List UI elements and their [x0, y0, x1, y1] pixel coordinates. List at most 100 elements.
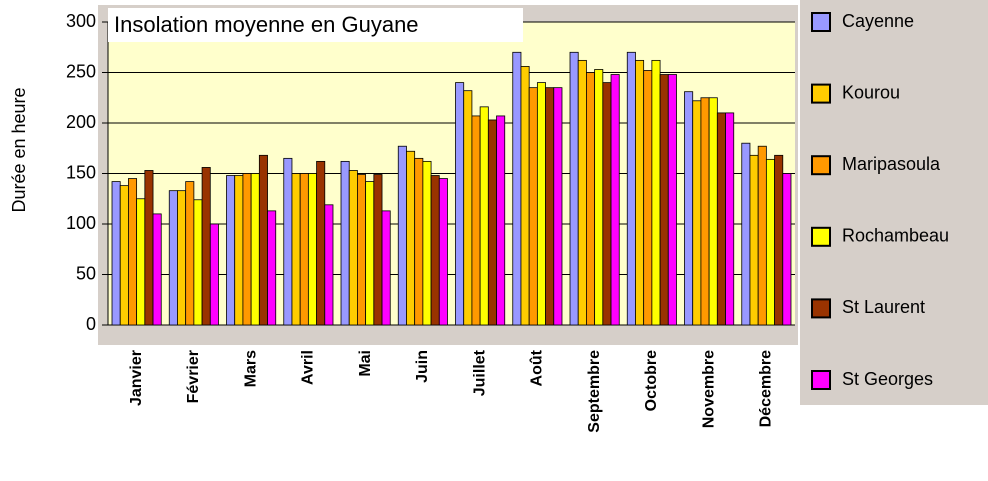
legend-swatch	[811, 12, 831, 32]
bar	[324, 204, 334, 326]
y-tick-label: 150	[66, 162, 96, 182]
bar	[152, 213, 162, 326]
bar	[512, 51, 522, 326]
bar	[226, 175, 236, 326]
bar	[406, 150, 416, 326]
x-tick-label: Mars	[242, 350, 259, 387]
bar	[316, 160, 326, 326]
x-tick-label: Décembre	[758, 350, 775, 427]
bar	[455, 82, 465, 326]
bar	[479, 106, 489, 326]
bar	[586, 72, 596, 326]
x-tick-label: Juillet	[471, 349, 488, 396]
bar	[136, 198, 146, 326]
legend-swatch	[811, 298, 831, 319]
legend-swatch	[811, 370, 831, 390]
bar	[177, 190, 187, 326]
bar	[716, 112, 726, 326]
bar	[725, 112, 735, 326]
legend-box	[800, 0, 988, 405]
bar	[422, 160, 432, 326]
bar	[610, 74, 620, 326]
bar	[496, 115, 506, 326]
legend-label: Rochambeau	[842, 226, 949, 246]
bar	[267, 210, 277, 326]
bar	[643, 70, 653, 326]
bar	[209, 223, 219, 326]
y-tick-label: 0	[86, 314, 96, 334]
bar	[692, 100, 702, 326]
bar	[299, 173, 309, 326]
bar	[765, 158, 775, 326]
bar	[708, 97, 718, 326]
bar	[757, 145, 767, 326]
bar	[684, 91, 694, 326]
x-tick-label: Septembre	[586, 350, 603, 433]
bar	[463, 90, 473, 326]
bar	[553, 87, 563, 326]
bar	[782, 173, 792, 326]
bar	[577, 59, 587, 326]
bar	[700, 97, 710, 326]
bar	[283, 157, 293, 326]
bar	[144, 170, 154, 326]
x-tick-label: Mai	[357, 350, 374, 377]
bar	[397, 145, 407, 326]
bar	[258, 154, 268, 326]
title-box	[108, 8, 523, 42]
bar	[471, 115, 481, 326]
y-axis-label: Durée en heure	[9, 87, 29, 212]
bar	[602, 82, 612, 326]
x-tick-label: Novembre	[700, 350, 717, 428]
bar	[119, 185, 129, 326]
x-tick-label: Janvier	[128, 350, 145, 406]
bar	[357, 174, 367, 326]
bar	[635, 59, 645, 326]
bar	[242, 173, 252, 326]
bar	[528, 87, 538, 326]
bar	[651, 59, 661, 326]
bar	[365, 181, 375, 326]
legend-label: Maripasoula	[842, 154, 941, 174]
bar	[438, 178, 448, 326]
x-tick-label: Février	[185, 350, 202, 403]
bar	[128, 178, 138, 326]
bar	[536, 82, 546, 326]
x-tick-label: Avril	[300, 350, 317, 385]
bar	[569, 51, 579, 326]
legend-label: Kourou	[842, 82, 900, 102]
y-tick-label: 250	[66, 61, 96, 81]
x-tick-label: Octobre	[643, 350, 660, 411]
bar	[626, 51, 636, 326]
x-tick-label: Août	[529, 349, 546, 386]
y-tick-label: 300	[66, 11, 96, 31]
bar	[291, 173, 301, 326]
bar	[659, 74, 669, 326]
legend-label: St Georges	[842, 369, 933, 389]
bar	[487, 119, 497, 326]
bar	[414, 157, 424, 326]
bar	[185, 181, 195, 326]
bar	[340, 160, 350, 326]
bar	[741, 142, 751, 326]
bar	[749, 154, 759, 326]
chart-title: Insolation moyenne en Guyane	[114, 12, 419, 37]
bar	[168, 190, 178, 326]
bar	[373, 174, 383, 326]
bar	[348, 170, 358, 326]
bar	[193, 199, 203, 326]
bar	[774, 154, 784, 326]
bar	[307, 173, 317, 326]
bar	[201, 167, 211, 326]
bar	[430, 175, 440, 326]
bar	[520, 66, 530, 326]
bar	[381, 210, 391, 326]
bar	[545, 87, 555, 326]
legend-swatch	[811, 155, 831, 176]
legend-label: Cayenne	[842, 11, 914, 31]
legend-label: St Laurent	[842, 297, 925, 317]
bar	[111, 181, 121, 326]
legend-swatch	[811, 83, 831, 104]
legend-swatch	[811, 226, 831, 247]
